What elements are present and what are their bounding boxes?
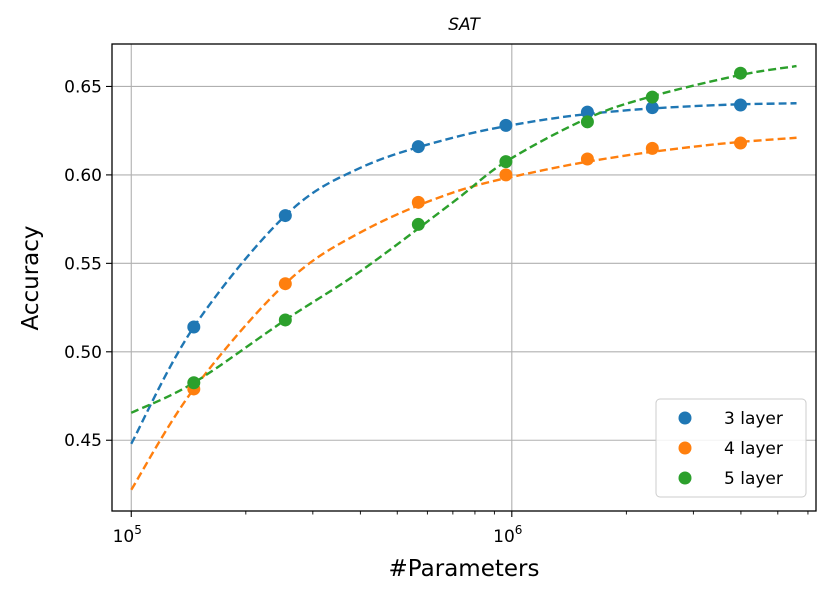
data-point bbox=[734, 136, 748, 150]
plot-frame bbox=[111, 43, 817, 512]
data-point bbox=[278, 209, 292, 223]
grid bbox=[112, 44, 816, 511]
legend-label: 4 layer bbox=[724, 439, 783, 459]
x-tick-label: 106 bbox=[493, 523, 522, 547]
data-point bbox=[499, 168, 513, 182]
legend-marker bbox=[678, 441, 692, 455]
y-tick-label: 0.50 bbox=[64, 343, 102, 363]
data-point bbox=[734, 66, 748, 80]
data-point bbox=[734, 98, 748, 112]
data-point bbox=[411, 195, 425, 209]
data-point bbox=[411, 140, 425, 154]
y-axis-ticks: 0.45 0.50 0.55 0.60 0.65 bbox=[64, 77, 112, 451]
legend-label: 3 layer bbox=[724, 409, 783, 429]
data-point bbox=[645, 101, 659, 115]
data-point bbox=[580, 152, 594, 166]
data-markers bbox=[187, 66, 748, 396]
x-axis-title: #Parameters bbox=[389, 556, 540, 582]
fit-line bbox=[130, 102, 797, 445]
data-point bbox=[278, 277, 292, 291]
legend-label: 5 layer bbox=[724, 469, 783, 489]
y-tick-label: 0.65 bbox=[64, 77, 102, 97]
data-point bbox=[411, 217, 425, 231]
data-point bbox=[499, 155, 513, 169]
data-point bbox=[645, 90, 659, 104]
y-tick-label: 0.55 bbox=[64, 254, 102, 274]
legend: 3 layer 4 layer 5 layer bbox=[655, 398, 807, 498]
data-point bbox=[187, 376, 201, 390]
x-tick-label: 105 bbox=[113, 523, 142, 547]
data-point bbox=[580, 115, 594, 129]
x-axis-ticks: 105 106 bbox=[113, 511, 809, 547]
legend-box bbox=[655, 398, 807, 498]
data-point bbox=[499, 118, 513, 132]
fit-line bbox=[130, 64, 797, 414]
data-point bbox=[580, 105, 594, 119]
y-tick-label: 0.60 bbox=[64, 166, 102, 186]
data-point bbox=[278, 313, 292, 327]
data-point bbox=[187, 320, 201, 334]
y-tick-label: 0.45 bbox=[64, 431, 102, 451]
data-point bbox=[645, 141, 659, 155]
fit-lines bbox=[130, 64, 797, 491]
legend-marker bbox=[678, 411, 692, 425]
y-axis-title: Accuracy bbox=[18, 225, 44, 330]
legend-marker bbox=[678, 471, 692, 485]
fit-line bbox=[130, 136, 797, 491]
chart-title: SAT bbox=[448, 15, 481, 35]
